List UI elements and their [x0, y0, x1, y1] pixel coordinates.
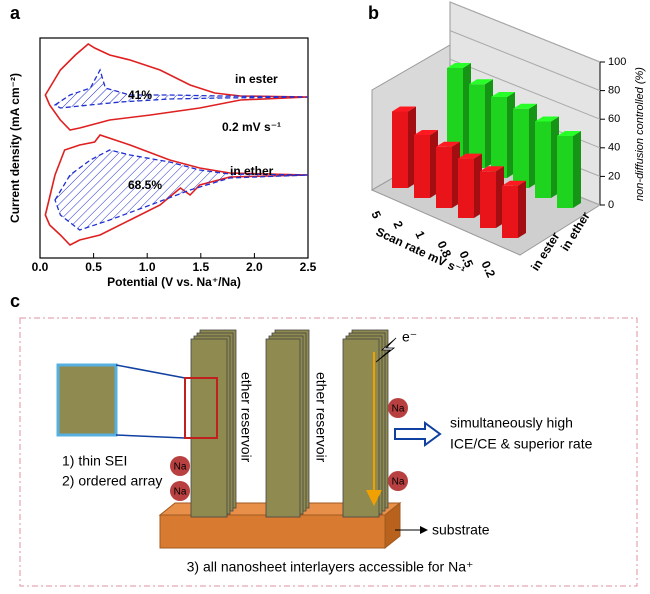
- bar-top: [436, 141, 460, 147]
- bar: [535, 121, 551, 198]
- x-tick-label: 1.0: [139, 260, 156, 274]
- plot-frame: [39, 37, 309, 259]
- caption: 3) all nanosheet interlayers accessible …: [187, 559, 474, 575]
- annotation: 41%: [128, 88, 152, 102]
- zoom-line: [115, 434, 186, 439]
- ion-label: Na: [392, 477, 405, 488]
- z-tick-label: 60: [608, 113, 620, 125]
- panel-border: [19, 317, 638, 587]
- zoom-box: [56, 363, 118, 437]
- x-tick-label: 0.2: [478, 259, 498, 280]
- y-axis-label: Current density (mA cm⁻²): [8, 73, 22, 223]
- bar-top: [392, 106, 416, 112]
- result-text: ICE/CE & superior rate: [450, 436, 593, 452]
- bar: [502, 185, 518, 238]
- z-tick-label: 0: [608, 199, 614, 211]
- grid-line: [449, 58, 601, 120]
- pointer-head: [420, 526, 428, 534]
- bar-top: [469, 79, 493, 85]
- bar-top: [513, 103, 537, 109]
- annotation: in ester: [235, 72, 278, 86]
- bar-top: [502, 180, 526, 186]
- bar: [513, 108, 529, 188]
- reservoir-label: ether reservoir: [238, 372, 254, 463]
- bar-top: [447, 63, 471, 68]
- substrate-side: [384, 501, 401, 550]
- capacitive-area: [54, 149, 309, 231]
- reservoir-label: ether reservoir: [313, 372, 329, 463]
- lightning: [375, 337, 397, 363]
- bar-top: [458, 153, 482, 159]
- bar: [436, 146, 452, 208]
- bar: [392, 111, 408, 188]
- ions: [170, 398, 408, 501]
- substrate-label: substrate: [432, 522, 490, 538]
- panel-label: c: [10, 291, 20, 311]
- note: 1) thin SEI: [62, 453, 127, 469]
- electron-label: e⁻: [402, 329, 417, 345]
- x-tick-label: 2.0: [246, 260, 263, 274]
- ion-label: Na: [174, 462, 187, 473]
- panel-label: b: [368, 3, 379, 23]
- bar: [480, 171, 496, 228]
- bar: [557, 136, 573, 208]
- result-arrow: [394, 421, 442, 447]
- bar-side: [518, 180, 526, 238]
- zoom-region: [184, 377, 218, 439]
- z-tick-label: 40: [608, 142, 620, 154]
- annotation: 0.2 mV s⁻¹: [222, 120, 281, 134]
- x-tick-label: 2.5: [300, 260, 317, 274]
- bar: [414, 135, 430, 198]
- bar: [491, 97, 507, 178]
- annotation: in ether: [230, 164, 274, 178]
- x-axis-label: Potential (V vs. Na⁺/Na): [107, 275, 241, 289]
- x-tick-label: 0.5: [85, 260, 102, 274]
- z-tick-label: 20: [608, 170, 620, 182]
- nanosheet-stacks: [190, 329, 389, 518]
- x-tick-label: 1: [412, 229, 428, 241]
- ion-label: Na: [174, 487, 187, 498]
- bar-top: [557, 131, 581, 136]
- bar-side: [573, 131, 581, 208]
- bar: [458, 158, 474, 218]
- panel-label: a: [10, 3, 21, 23]
- grid-line: [449, 1, 601, 63]
- bar-top: [414, 130, 438, 135]
- x-tick-label: 1.5: [192, 260, 209, 274]
- x-tick-label: 2: [390, 219, 406, 231]
- cv-curve: [44, 43, 309, 131]
- zoom-line: [115, 364, 186, 379]
- z-tick-label: 80: [608, 85, 620, 97]
- substrate-front: [159, 514, 386, 549]
- bar-top: [491, 92, 515, 97]
- bar-top: [480, 166, 504, 172]
- result-text: simultaneously high: [450, 415, 573, 431]
- bar-top: [535, 116, 559, 122]
- note: 2) ordered array: [62, 473, 162, 489]
- bar: [469, 84, 485, 168]
- annotation: 68.5%: [128, 178, 162, 192]
- x-tick-label: 0.8: [434, 239, 454, 260]
- capacitive-area: [53, 68, 309, 109]
- bar: [447, 68, 463, 158]
- grid-line: [449, 30, 601, 92]
- ion-label: Na: [392, 404, 405, 415]
- z-axis-label: non-diffusion controlled (%): [634, 67, 646, 201]
- z-tick-label: 100: [608, 56, 626, 68]
- x-tick-label: 5: [368, 209, 384, 221]
- x-tick-label: 0.0: [32, 260, 49, 274]
- x-tick-label: 0.5: [456, 249, 476, 270]
